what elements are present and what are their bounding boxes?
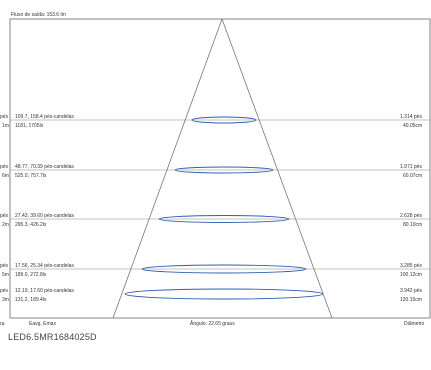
left-edge-top-5: pés <box>0 288 9 294</box>
candela-2: 48.77, 70.39 pés-candelas <box>15 164 74 170</box>
beam-ellipse-3 <box>158 215 290 223</box>
candela-3: 27.43, 39.60 pés-candelas <box>15 213 74 219</box>
dia-ft-2: 1.971 pés <box>400 164 422 170</box>
lux-3: 295.3, 426.2lx <box>15 222 47 228</box>
beam-left-edge <box>112 18 223 319</box>
dia-ft-3: 2.628 pés <box>400 213 422 219</box>
footer-diameter: Diâmetro <box>404 321 425 327</box>
footer-angle: Ângulo: 22.65 graus <box>190 320 235 327</box>
beam-right-edge <box>221 18 333 319</box>
left-edge-top-2: pés <box>0 164 9 170</box>
model-number: LED6.5MR1684025D <box>8 332 97 342</box>
flux-label: Fluxo de saída: 153.6 lm <box>11 12 66 18</box>
left-edge-bot-4: 5m <box>2 272 9 278</box>
lux-5: 131.2, 189.4lx <box>15 297 47 303</box>
left-edge-bot-3: 2m <box>2 222 9 228</box>
footer-eavg: Eavg, Emax <box>29 321 56 327</box>
dia-ft-1: 1.314 pés <box>400 114 422 120</box>
beam-ellipse-4 <box>141 264 307 274</box>
lux-2: 525.0, 757.7lx <box>15 173 47 179</box>
dia-cm-1: 40.05cm <box>403 123 422 129</box>
dia-cm-5: 120.15cm <box>400 297 422 303</box>
left-edge-top-4: pés <box>0 263 9 269</box>
left-edge-bot-1: 1m <box>2 123 9 129</box>
left-edge-top-3: pés <box>0 213 9 219</box>
candela-1: 109.7, 158.4 pés-candelas <box>15 114 74 120</box>
beam-ellipse-5 <box>124 288 324 300</box>
candela-5: 12.19, 17.60 pés-candelas <box>15 288 74 294</box>
lux-4: 189.0, 272.8lx <box>15 272 47 278</box>
dia-cm-2: 60.07cm <box>403 173 422 179</box>
dia-cm-3: 80.10cm <box>403 222 422 228</box>
left-edge-bot-5: 3m <box>2 297 9 303</box>
left-edge-top-1: pés <box>0 114 9 120</box>
left-edge-bot-2: 6m <box>2 173 9 179</box>
beam-ellipse-2 <box>174 166 274 174</box>
beam-ellipse-1 <box>191 116 257 124</box>
dia-ft-5: 3.942 pés <box>400 288 422 294</box>
candela-4: 17.56, 25.34 pés-candelas <box>15 263 74 269</box>
lux-1: 1181, 1705lx <box>15 123 44 129</box>
footer-left-edge: ra <box>0 321 5 327</box>
dia-ft-4: 3.285 pés <box>400 263 422 269</box>
dia-cm-4: 100.12cm <box>400 272 422 278</box>
